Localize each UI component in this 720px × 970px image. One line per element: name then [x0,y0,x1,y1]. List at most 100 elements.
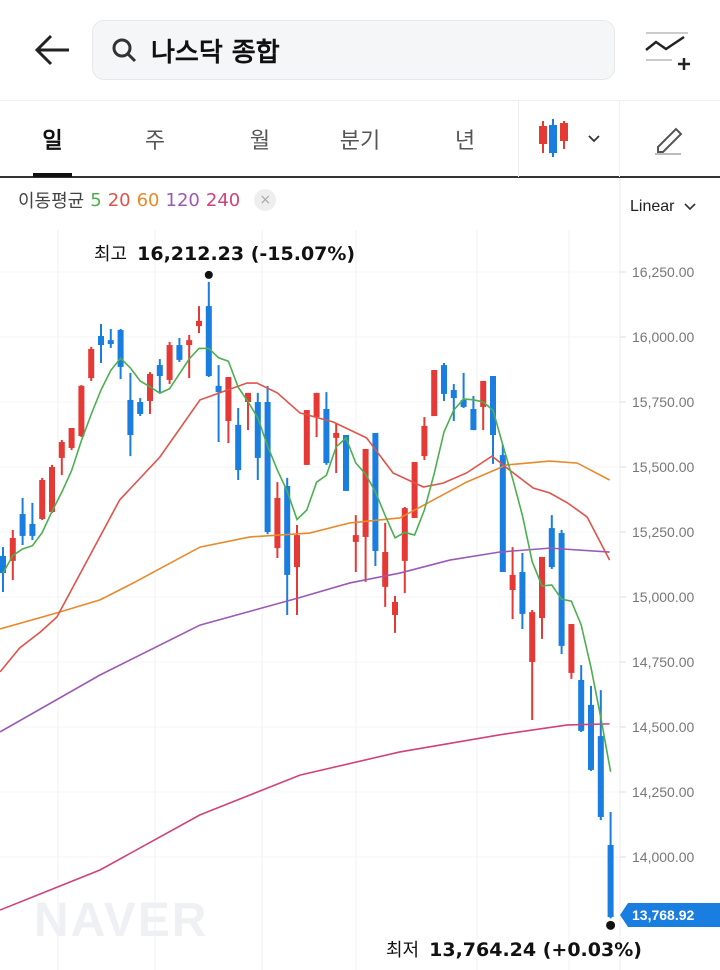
candle-body [245,392,251,402]
candle-body [460,399,467,407]
back-button[interactable] [30,28,74,72]
tab-label: 년 [454,129,476,154]
ma20-line [0,382,611,673]
y-tick-label: 14,750.00 [632,654,695,670]
low-label: 최저 [386,940,420,961]
candle-body [499,455,506,573]
candle-body [215,385,222,393]
candle-body [176,345,183,360]
search-icon [112,38,137,63]
y-tick-label: 15,750.00 [632,394,695,410]
y-tick-label: 16,000.00 [632,329,695,345]
candle-body [421,425,428,457]
tab-label: 분기 [339,129,381,154]
candle-body [117,329,124,367]
y-tick-label: 14,500.00 [632,719,695,735]
legend-ma240: 240 [205,189,241,211]
tab-day[interactable]: 일 [33,101,72,177]
candle-body [362,449,369,537]
candle-body [156,365,163,376]
candle-body [235,424,242,471]
high-annotation: 최고 16,212.23 (-15.07%) [94,240,355,266]
y-tick-label: 16,250.00 [632,264,695,280]
candle-body [529,612,536,662]
compare-button[interactable] [644,30,692,74]
high-marker [204,270,213,279]
tab-month[interactable]: 월 [235,101,285,177]
last-price-tag: 13,768.92 [620,903,720,927]
y-tick-label: 15,000.00 [632,589,695,605]
high-label: 최고 [94,244,128,265]
ma120-line [0,547,610,733]
candle-body [264,402,271,532]
candle-body [588,704,594,770]
candle-body [205,306,212,376]
draw-button[interactable] [620,101,720,177]
ma5-line [2,347,612,772]
y-tick-label: 14,250.00 [632,784,695,800]
candle-body [9,537,16,561]
candle-body [539,556,545,619]
tab-quarter[interactable]: 분기 [330,101,390,177]
legend-ma20: 20 [107,189,131,211]
candle-body [274,497,281,549]
candle-body [578,679,585,731]
candle-body [519,572,526,614]
candle-body [294,535,300,568]
candlestick-icon [539,119,568,157]
y-tick-label: 15,250.00 [632,524,695,540]
scale-label: Linear [630,198,675,215]
search-query: 나스닥 종합 [151,37,280,68]
close-icon[interactable]: × [254,189,277,211]
chart-type-dropdown[interactable] [518,101,620,177]
legend-ma120: 120 [165,189,200,211]
candle-body [558,533,565,646]
candle-body [58,442,65,458]
tab-label: 월 [249,129,271,154]
scale-dropdown[interactable]: Linear [630,198,697,216]
candle-body [68,428,75,449]
candle-body [127,399,134,436]
candle-body [480,380,487,407]
candle-body [225,377,232,421]
candle-body [411,462,418,518]
pencil-icon [655,127,683,155]
low-marker [606,920,616,930]
tab-label: 일 [42,129,63,154]
candle-body [382,552,389,587]
low-annotation: 최저 13,764.24 (+0.03%) [386,936,642,962]
candle-body [137,402,144,414]
arrow-left-icon [34,34,69,66]
moving-average-legend: 이동평균 5 20 60 120 240 × [18,187,277,213]
candle-body [88,348,95,379]
candle-body [568,624,575,673]
legend-ma60: 60 [136,189,160,211]
tab-year[interactable]: 년 [440,101,490,177]
naver-watermark: NAVER [34,894,209,947]
candle-body [303,410,310,465]
candle-body [333,432,340,438]
candle-body [597,736,604,817]
candle-body [607,845,614,918]
candle-body [470,409,477,431]
tab-week[interactable]: 주 [130,101,180,177]
candle-body [392,601,398,615]
candle-body [284,485,291,575]
legend-title: 이동평균 [18,191,85,212]
candle-body [343,435,349,491]
candle-body [49,467,55,512]
candle-body [323,409,330,464]
y-tick-label: 14,000.00 [632,849,695,865]
candle-body [107,340,114,345]
candle-body [313,392,320,418]
chevron-down-icon [684,203,697,211]
candle-body [352,535,359,542]
high-value: 16,212.23 (-15.07%) [137,243,356,265]
ma240-line [0,723,610,911]
y-tick-label: 15,500.00 [632,459,695,475]
candle-body [254,402,261,458]
candle-body [19,514,26,536]
candle-body [401,508,408,561]
search-input[interactable]: 나스닥 종합 [92,20,615,80]
